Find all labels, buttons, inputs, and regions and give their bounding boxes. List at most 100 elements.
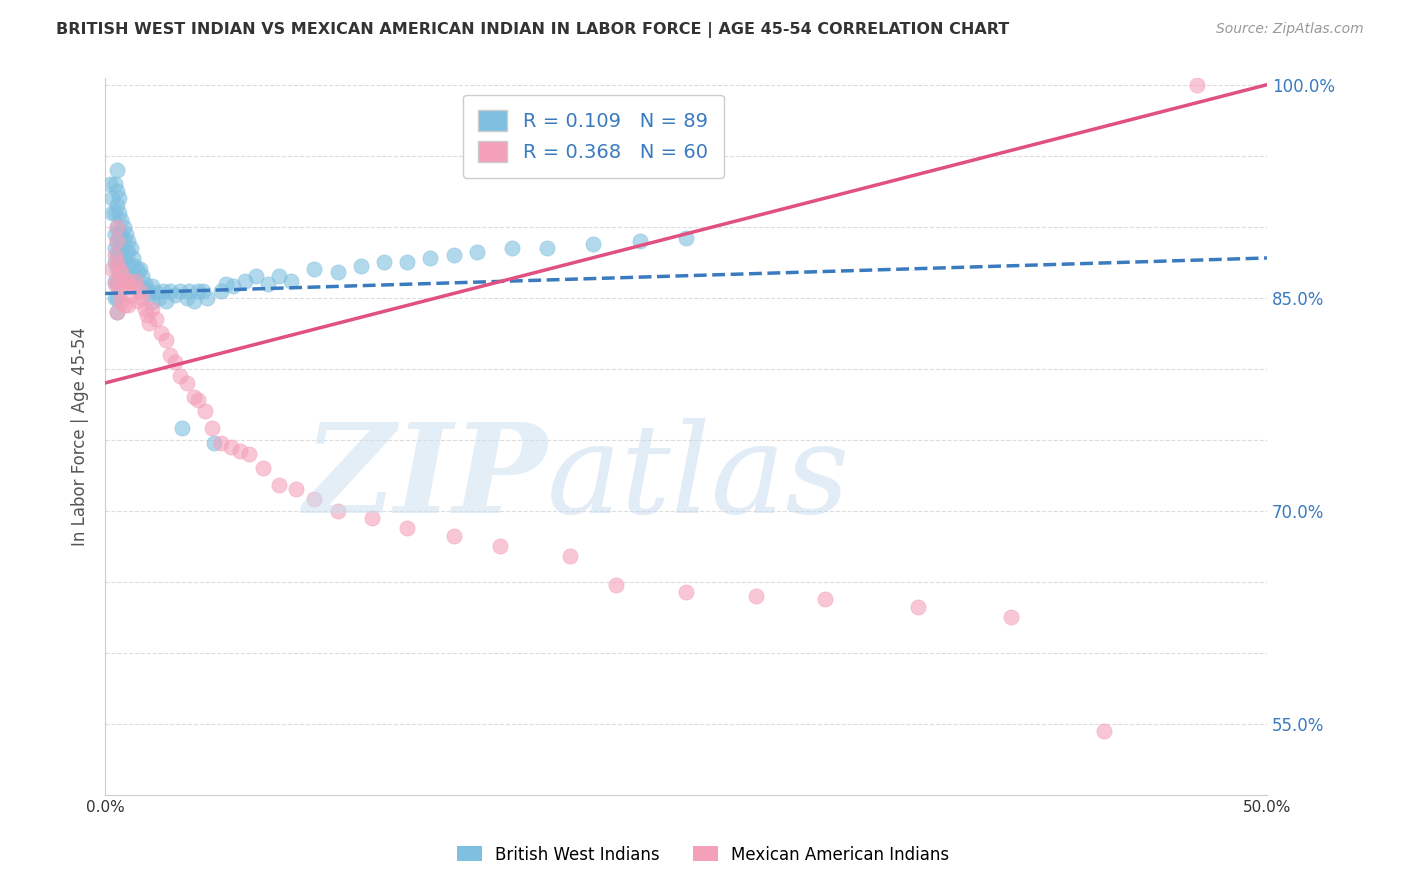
Point	[110, 265, 132, 279]
Point	[148, 291, 170, 305]
Point	[101, 205, 124, 219]
Point	[163, 288, 186, 302]
Y-axis label: In Labor Force | Age 45-54: In Labor Force | Age 45-54	[72, 326, 89, 546]
Point	[675, 231, 697, 245]
Legend: British West Indians, Mexican American Indians: British West Indians, Mexican American I…	[450, 839, 956, 871]
Point	[105, 305, 128, 319]
Point	[105, 234, 128, 248]
Point	[103, 248, 125, 262]
Point	[191, 284, 214, 298]
Legend: R = 0.109   N = 89, R = 0.368   N = 60: R = 0.109 N = 89, R = 0.368 N = 60	[463, 95, 724, 178]
Point	[108, 241, 131, 255]
Point	[170, 421, 193, 435]
Point	[396, 521, 419, 535]
Point	[1185, 78, 1208, 92]
Point	[745, 589, 768, 603]
Point	[110, 212, 132, 227]
Point	[105, 262, 128, 277]
Point	[229, 444, 252, 458]
Point	[304, 492, 326, 507]
Point	[101, 191, 124, 205]
Point	[117, 274, 139, 288]
Point	[115, 245, 138, 260]
Text: atlas: atlas	[547, 418, 851, 540]
Point	[489, 539, 512, 553]
Point	[124, 274, 146, 288]
Point	[105, 184, 128, 198]
Point	[98, 177, 121, 191]
Point	[155, 334, 177, 348]
Point	[159, 347, 181, 361]
Point	[326, 504, 349, 518]
Point	[103, 227, 125, 241]
Point	[108, 227, 131, 241]
Point	[284, 483, 307, 497]
Point	[582, 236, 605, 251]
Point	[122, 269, 145, 284]
Point	[105, 234, 128, 248]
Point	[169, 284, 191, 298]
Point	[194, 404, 217, 418]
Point	[120, 288, 142, 302]
Point	[628, 234, 651, 248]
Point	[105, 248, 128, 262]
Point	[105, 277, 128, 291]
Point	[129, 262, 152, 277]
Point	[112, 234, 135, 248]
Point	[124, 274, 146, 288]
Point	[558, 549, 581, 563]
Point	[257, 277, 280, 291]
Point	[361, 511, 384, 525]
Point	[105, 305, 128, 319]
Point	[141, 279, 163, 293]
Point	[145, 312, 167, 326]
Point	[105, 291, 128, 305]
Point	[112, 298, 135, 312]
Text: ZIP: ZIP	[302, 418, 547, 540]
Point	[105, 198, 128, 212]
Point	[112, 251, 135, 265]
Point	[141, 295, 163, 310]
Point	[115, 279, 138, 293]
Point	[197, 291, 219, 305]
Point	[443, 529, 465, 543]
Point	[501, 241, 523, 255]
Point	[124, 260, 146, 274]
Point	[131, 269, 153, 284]
Point	[117, 245, 139, 260]
Point	[350, 260, 373, 274]
Point	[108, 205, 131, 219]
Point	[233, 274, 256, 288]
Point	[141, 302, 163, 317]
Point	[814, 591, 837, 606]
Point	[138, 316, 160, 330]
Point	[110, 260, 132, 274]
Point	[129, 279, 152, 293]
Point	[122, 279, 145, 293]
Point	[219, 440, 242, 454]
Text: Source: ZipAtlas.com: Source: ZipAtlas.com	[1216, 22, 1364, 37]
Point	[110, 227, 132, 241]
Point	[103, 241, 125, 255]
Point	[396, 255, 419, 269]
Point	[177, 284, 200, 298]
Point	[127, 264, 149, 278]
Point	[134, 302, 156, 317]
Point	[443, 248, 465, 262]
Point	[115, 227, 138, 241]
Point	[187, 284, 209, 298]
Point	[108, 262, 131, 277]
Point	[187, 392, 209, 407]
Point	[183, 293, 205, 308]
Point	[112, 219, 135, 234]
Point	[108, 191, 131, 205]
Point	[112, 274, 135, 288]
Point	[252, 461, 274, 475]
Point	[108, 284, 131, 298]
Point	[176, 291, 198, 305]
Point	[105, 163, 128, 178]
Point	[169, 368, 191, 383]
Point	[117, 274, 139, 288]
Point	[163, 354, 186, 368]
Point	[238, 447, 260, 461]
